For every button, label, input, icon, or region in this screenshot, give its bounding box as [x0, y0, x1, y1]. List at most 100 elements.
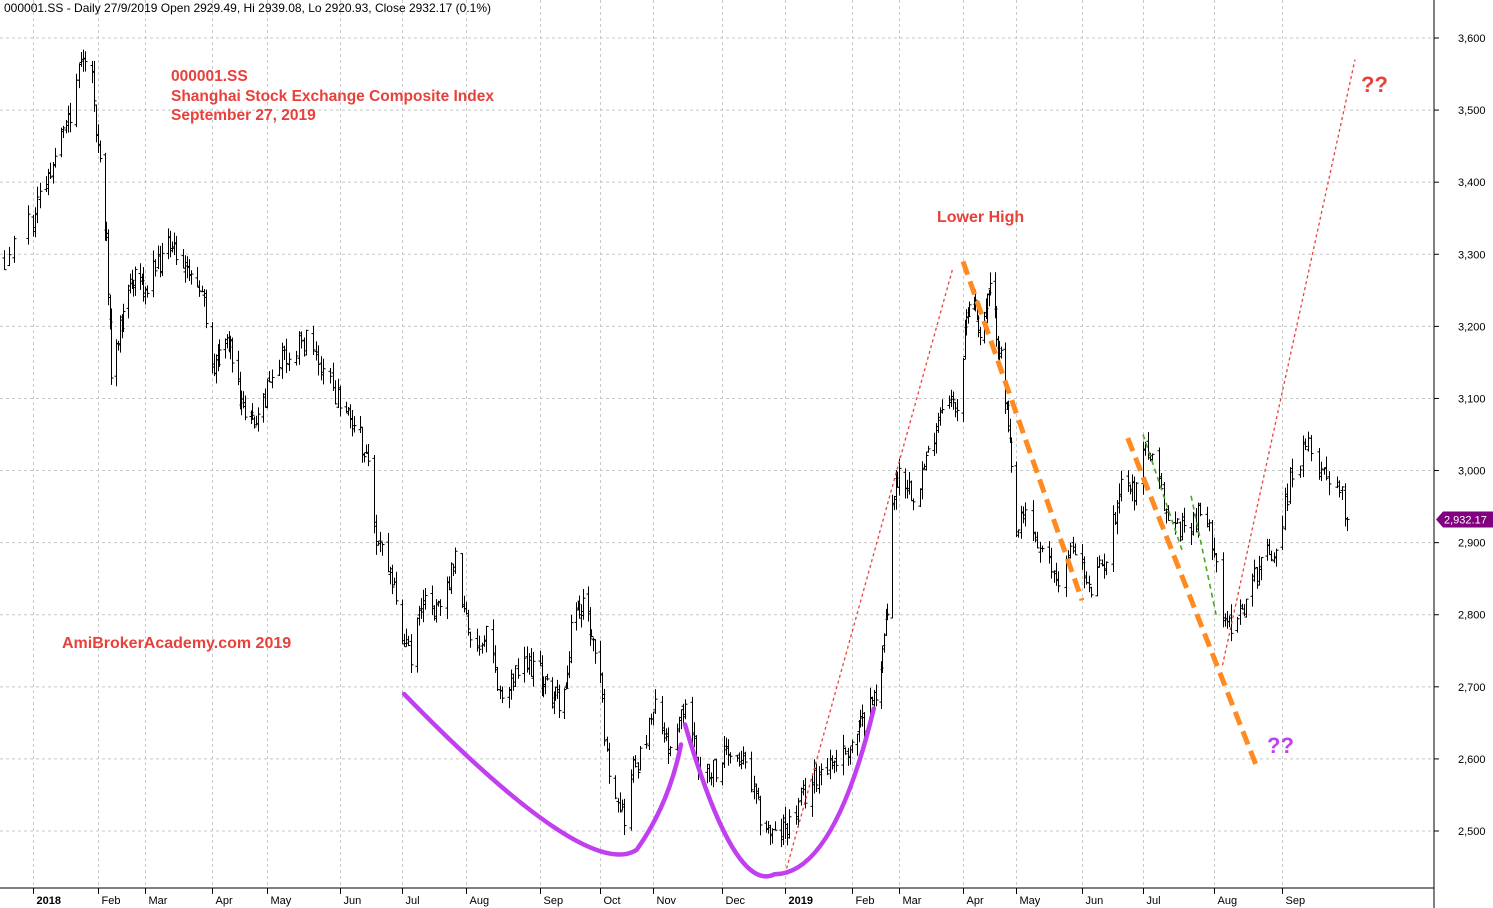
candle — [709, 772, 714, 786]
candle — [1194, 507, 1199, 533]
candle — [531, 651, 536, 687]
candle — [770, 828, 775, 844]
candle — [1303, 438, 1308, 451]
candle — [743, 751, 748, 769]
candle — [225, 334, 230, 349]
candle — [133, 266, 138, 296]
x-tick-label: Jun — [1086, 895, 1104, 907]
candle — [1324, 456, 1329, 481]
candle — [390, 564, 395, 595]
candle — [250, 403, 255, 420]
candle — [764, 820, 769, 833]
candle — [265, 379, 270, 409]
candle — [662, 722, 667, 743]
candle — [331, 362, 336, 391]
chart-grid — [0, 0, 1434, 888]
candle — [1157, 447, 1162, 489]
x-tick-label: Nov — [657, 895, 677, 907]
candle — [940, 399, 945, 414]
candle — [825, 757, 830, 776]
candle — [1345, 516, 1350, 531]
candle — [386, 532, 391, 573]
candle — [1132, 476, 1137, 511]
candle — [477, 635, 482, 656]
candle — [475, 628, 480, 652]
candle — [1252, 559, 1257, 582]
candle — [951, 391, 956, 410]
candle — [739, 750, 744, 770]
candle — [988, 272, 993, 296]
candle — [726, 739, 731, 766]
candle — [1097, 555, 1102, 568]
question-marks-red: ?? — [1361, 72, 1388, 97]
candle — [1056, 571, 1061, 593]
candle — [404, 628, 409, 648]
candle — [909, 480, 914, 502]
candle — [529, 648, 534, 677]
candle — [156, 245, 161, 270]
candle — [153, 259, 158, 277]
candle — [683, 699, 688, 720]
candle — [151, 250, 156, 298]
y-tick-label: 2,600 — [1458, 754, 1486, 766]
candle — [953, 402, 958, 418]
candle — [1023, 502, 1028, 527]
orange-trendline — [960, 260, 1085, 602]
candle — [145, 285, 150, 298]
candle — [828, 749, 833, 780]
y-tick-label: 3,100 — [1458, 393, 1486, 405]
candle — [189, 270, 194, 285]
candle — [109, 308, 114, 385]
candle — [236, 350, 241, 386]
candle — [243, 395, 248, 421]
candle — [598, 640, 603, 683]
candle — [1104, 561, 1109, 576]
candle — [1290, 458, 1295, 488]
candle — [187, 259, 192, 282]
candle — [51, 161, 56, 184]
candle — [214, 354, 219, 384]
candle — [1343, 483, 1348, 527]
x-tick-label: Feb — [102, 895, 121, 907]
candle — [843, 747, 848, 755]
candle — [388, 566, 393, 585]
candle — [955, 399, 960, 422]
candle — [607, 742, 612, 784]
candle — [629, 769, 634, 831]
candle — [557, 684, 562, 719]
y-axis-ticks: 2,500 2,600 2,700 2,800 2,900 3,000 3,100 3,200… — [1434, 33, 1486, 838]
candle — [338, 385, 343, 417]
candle — [204, 289, 209, 329]
candle — [116, 340, 121, 351]
candle — [918, 488, 923, 508]
double-bottom-pattern — [401, 691, 877, 879]
candle — [509, 669, 514, 700]
candle — [121, 303, 126, 333]
candle — [1225, 611, 1230, 629]
candle — [620, 799, 625, 811]
candle — [737, 752, 742, 767]
candle — [622, 798, 627, 835]
candle — [779, 818, 784, 848]
candle — [781, 814, 786, 845]
candle — [1309, 435, 1314, 462]
candle — [321, 358, 326, 385]
candle — [681, 703, 686, 726]
candle — [1035, 531, 1040, 549]
watermark-text: AmiBrokerAcademy.com 2019 — [62, 635, 292, 652]
candle — [53, 147, 58, 168]
candle — [500, 686, 505, 704]
candle — [1274, 548, 1279, 567]
candle — [1340, 486, 1345, 501]
candle — [1134, 482, 1139, 506]
x-tick-label: Mar — [903, 895, 922, 907]
y-tick-label: 3,300 — [1458, 249, 1486, 261]
candle — [707, 764, 712, 783]
candle — [892, 495, 897, 511]
candle — [185, 256, 190, 279]
candle — [1272, 552, 1277, 564]
candle — [796, 797, 801, 828]
candle — [934, 423, 939, 454]
candle — [183, 255, 188, 283]
